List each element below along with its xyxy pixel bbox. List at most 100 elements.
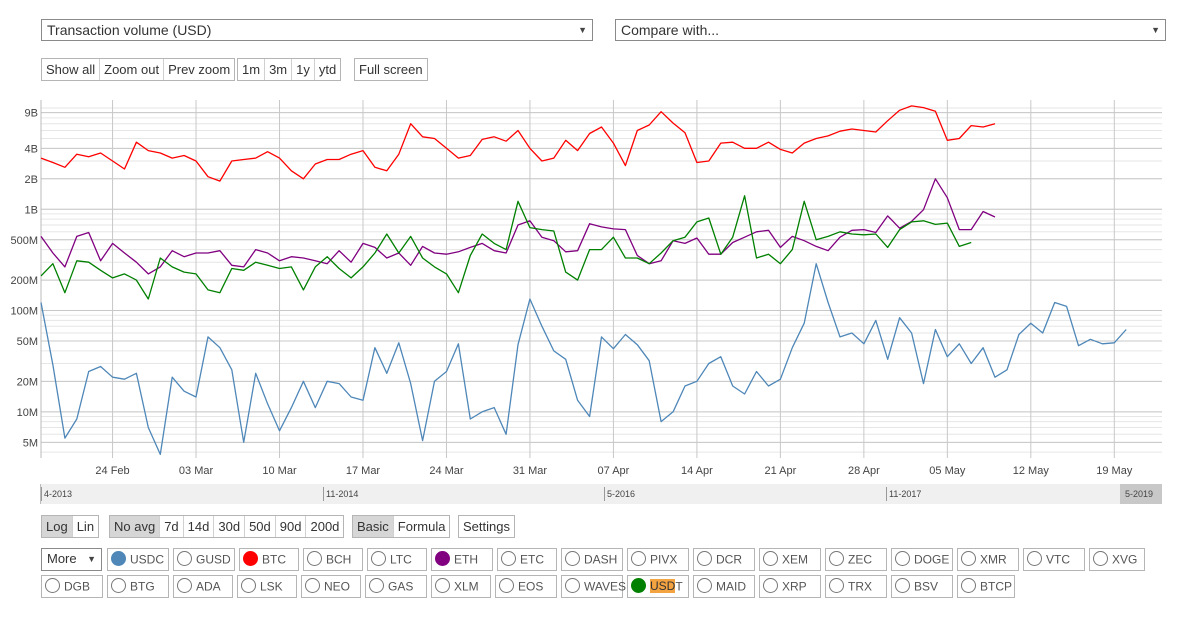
x-tick-label: 24 Mar <box>429 465 464 477</box>
coin-toggle-lsk[interactable]: LSK <box>237 575 297 598</box>
navigator-bar[interactable]: 4-2013 11-2014 5-2016 11-2017 5-2019 <box>40 484 1162 504</box>
radio-icon <box>111 578 126 594</box>
compare-select[interactable]: Compare with... ▼ <box>615 19 1166 41</box>
radio-icon <box>829 578 844 594</box>
coin-toggle-ltc[interactable]: LTC <box>367 548 427 571</box>
coin-toggle-ada[interactable]: ADA <box>173 575 233 598</box>
radio-icon <box>499 578 514 594</box>
settings-button[interactable]: Settings <box>463 519 510 534</box>
navigator-handle[interactable] <box>1120 484 1162 504</box>
coin-toggle-xmr[interactable]: XMR <box>957 548 1019 571</box>
coin-toggle-doge[interactable]: DOGE <box>891 548 953 571</box>
coin-toggle-dgb[interactable]: DGB <box>41 575 103 598</box>
avg-30d-button[interactable]: 30d <box>214 516 246 537</box>
chevron-down-icon: ▼ <box>578 25 587 35</box>
coin-label: ETC <box>520 552 544 567</box>
navigator-label: 11-2014 <box>323 487 358 501</box>
coin-toggle-eth[interactable]: ETH <box>431 548 493 571</box>
coin-toggle-usdt[interactable]: USDT <box>627 575 689 598</box>
coin-toggle-btc[interactable]: BTC <box>239 548 299 571</box>
y-tick-label: 4B <box>25 143 38 155</box>
zoom-out-button[interactable]: Zoom out <box>100 59 165 80</box>
radio-icon <box>501 551 516 567</box>
x-tick-label: 24 Feb <box>95 465 129 477</box>
avg-7d-button[interactable]: 7d <box>160 516 184 537</box>
y-tick-label: 10M <box>17 407 38 419</box>
radio-icon <box>435 578 450 594</box>
coin-label: GAS <box>388 579 414 594</box>
radio-icon <box>371 551 386 567</box>
range-ytd-button[interactable]: ytd <box>318 62 337 77</box>
radio-icon <box>895 578 910 594</box>
radio-icon <box>435 551 450 567</box>
fullscreen-button[interactable]: Full screen <box>359 62 423 77</box>
coin-toggle-dash[interactable]: DASH <box>561 548 623 571</box>
chevron-down-icon: ▼ <box>87 554 96 564</box>
avg-50d-button[interactable]: 50d <box>245 516 276 537</box>
chart-axes: 5M 10M 20M 50M 100M 200M 500M 1B 2B 4B 9B 24 Feb 03 … <box>10 100 1133 477</box>
no-avg-button[interactable]: No avg <box>110 516 161 537</box>
range-1y-button[interactable]: 1y <box>292 59 315 80</box>
avg-90d-button[interactable]: 90d <box>276 516 307 537</box>
radio-icon <box>1027 551 1042 567</box>
coin-label: ZEC <box>848 552 872 567</box>
coin-label: DOGE <box>914 552 950 567</box>
coin-toggle-zec[interactable]: ZEC <box>825 548 887 571</box>
navigator-label: 11-2017 <box>886 487 921 501</box>
coin-toggle-btcp[interactable]: BTCP <box>957 575 1015 598</box>
prev-zoom-button[interactable]: Prev zoom <box>168 62 231 77</box>
radio-icon <box>829 551 844 567</box>
coin-toggle-gusd[interactable]: GUSD <box>173 548 235 571</box>
coin-label: BTCP <box>980 579 1013 594</box>
coin-label: WAVES <box>584 579 627 594</box>
avg-200d-button[interactable]: 200d <box>310 519 340 534</box>
coin-label-highlight: USD <box>650 579 676 594</box>
coin-toggle-btg[interactable]: BTG <box>107 575 169 598</box>
radio-icon <box>241 578 256 594</box>
volume-chart[interactable]: 5M 10M 20M 50M 100M 200M 500M 1B 2B 4B 9B 24 Feb 03 … <box>0 96 1200 484</box>
radio-icon <box>631 551 646 567</box>
basic-mode-button[interactable]: Basic <box>353 516 394 537</box>
coin-label: LTC <box>390 552 412 567</box>
coin-toggle-neo[interactable]: NEO <box>301 575 361 598</box>
x-tick-label: 31 Mar <box>513 465 548 477</box>
coin-label: XEM <box>782 552 809 567</box>
radio-icon <box>177 578 192 594</box>
coin-toggle-xrp[interactable]: XRP <box>759 575 821 598</box>
coin-toggle-etc[interactable]: ETC <box>497 548 557 571</box>
x-tick-label: 10 Mar <box>262 465 297 477</box>
coin-toggle-bch[interactable]: BCH <box>303 548 363 571</box>
formula-mode-button[interactable]: Formula <box>397 519 446 534</box>
metric-select-value: Transaction volume (USD) <box>47 22 212 38</box>
y-tick-label: 200M <box>10 275 38 287</box>
navigator-label: 5-2019 <box>1125 489 1154 499</box>
coin-toggle-vtc[interactable]: VTC <box>1023 548 1085 571</box>
metric-select[interactable]: Transaction volume (USD) ▼ <box>41 19 593 41</box>
coin-toggle-xlm[interactable]: XLM <box>431 575 491 598</box>
log-scale-button[interactable]: Log <box>42 516 73 537</box>
avg-14d-button[interactable]: 14d <box>184 516 215 537</box>
y-tick-label: 2B <box>25 174 38 186</box>
x-tick-label: 28 Apr <box>848 465 880 477</box>
range-1m-button[interactable]: 1m <box>238 59 266 80</box>
range-button-group: 1m 3m 1y ytd <box>237 58 342 81</box>
navigator-label: 4-2013 <box>41 487 72 501</box>
range-3m-button[interactable]: 3m <box>265 59 293 80</box>
coin-toggle-eos[interactable]: EOS <box>495 575 557 598</box>
show-all-button[interactable]: Show all <box>42 59 101 80</box>
coin-toggle-xvg[interactable]: XVG <box>1089 548 1145 571</box>
lin-scale-button[interactable]: Lin <box>76 519 95 534</box>
coin-label: USDC <box>130 552 165 567</box>
radio-icon <box>1093 551 1108 567</box>
coin-toggle-xem[interactable]: XEM <box>759 548 821 571</box>
coin-toggle-maid[interactable]: MAID <box>693 575 755 598</box>
more-select[interactable]: More ▼ <box>41 548 102 571</box>
coin-toggle-dcr[interactable]: DCR <box>693 548 755 571</box>
coin-toggle-waves[interactable]: WAVES <box>561 575 627 598</box>
coin-toggle-bsv[interactable]: BSV <box>891 575 953 598</box>
coin-toggle-usdc[interactable]: USDC <box>107 548 169 571</box>
coin-toggle-pivx[interactable]: PIVX <box>627 548 689 571</box>
coin-toggle-gas[interactable]: GAS <box>365 575 427 598</box>
coin-toggle-trx[interactable]: TRX <box>825 575 887 598</box>
coin-label: TRX <box>848 579 872 594</box>
